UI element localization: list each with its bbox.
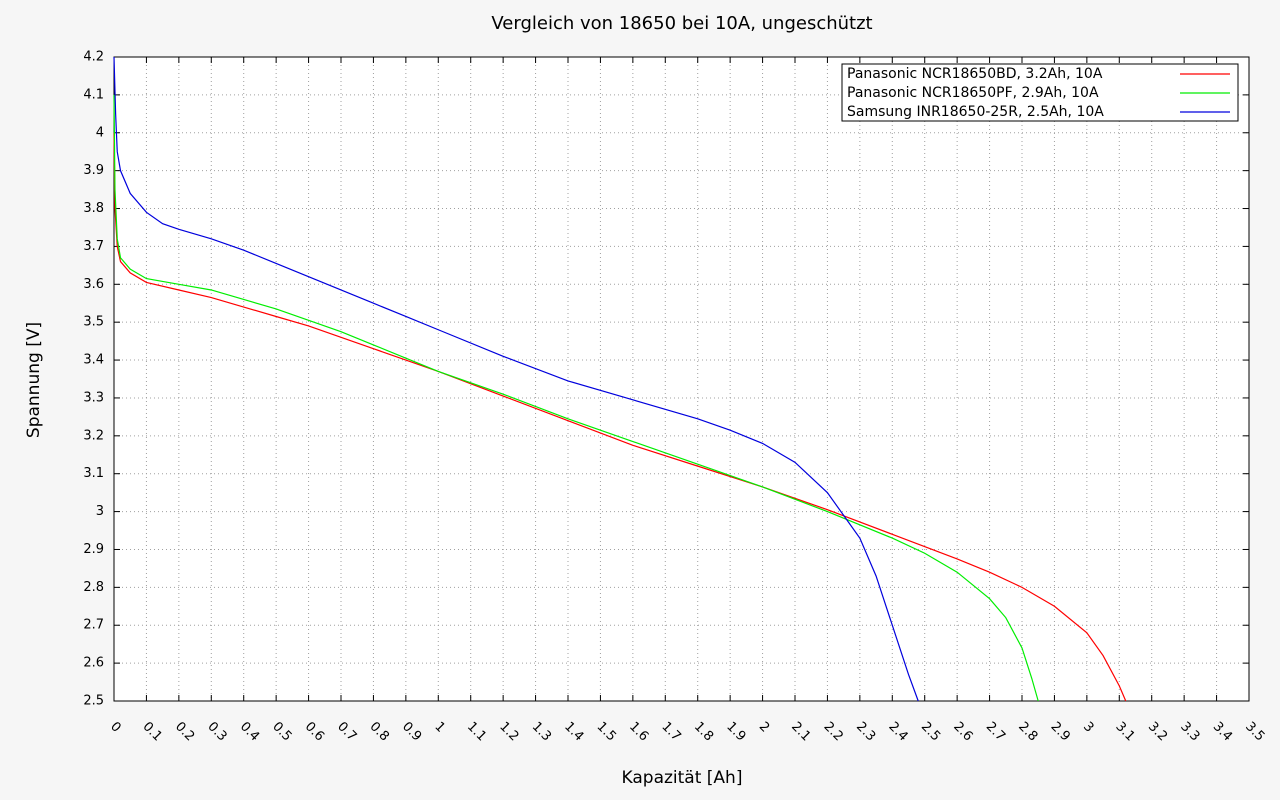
y-axis-label: Spannung [V] <box>24 322 44 438</box>
x-tick-label: 2.2 <box>821 719 846 744</box>
x-tick-label: 1.5 <box>594 719 619 744</box>
x-tick-label: 2.7 <box>983 719 1008 744</box>
y-tick-label: 3.6 <box>83 277 104 292</box>
y-tick-label: 3.8 <box>83 201 104 216</box>
x-tick-label: 3.5 <box>1242 719 1267 744</box>
y-tick-label: 2.5 <box>83 694 104 709</box>
y-tick-label: 3.4 <box>83 353 104 368</box>
x-tick-label: 2.9 <box>1048 719 1073 744</box>
x-tick-label: 3.1 <box>1112 719 1137 744</box>
x-tick-label: 1.9 <box>723 719 748 744</box>
x-tick-label: 1.8 <box>691 719 716 744</box>
x-tick-label: 2.4 <box>885 719 910 744</box>
y-tick-label: 3.9 <box>83 163 104 178</box>
y-tick-label: 2.8 <box>83 580 104 595</box>
chart-title: Vergleich von 18650 bei 10A, ungeschützt <box>491 13 872 34</box>
x-tick-label: 3.3 <box>1177 719 1202 744</box>
x-tick-label: 0.6 <box>302 719 327 744</box>
x-tick-label: 2 <box>756 719 772 735</box>
legend-label: Samsung INR18650-25R, 2.5Ah, 10A <box>847 104 1104 120</box>
x-tick-label: 0.9 <box>399 719 424 744</box>
x-tick-label: 0.2 <box>172 719 197 744</box>
x-tick-label: 2.3 <box>853 719 878 744</box>
x-tick-label: 1.3 <box>529 719 554 744</box>
data-line <box>113 56 919 702</box>
plot-frame <box>113 56 1250 702</box>
x-tick-label: 0.8 <box>367 719 392 744</box>
y-tick-label: 4.1 <box>83 87 104 102</box>
x-tick-label: 1.4 <box>561 719 586 744</box>
x-tick-label: 1.6 <box>626 719 651 744</box>
x-tick-label: 0.7 <box>334 719 359 744</box>
data-line <box>113 132 1127 702</box>
x-tick-label: 0.5 <box>269 719 294 744</box>
y-tick-label: 3.3 <box>83 390 104 405</box>
y-tick-label: 3.7 <box>83 239 104 254</box>
x-tick-label: 1 <box>431 719 447 735</box>
y-tick-label: 2.6 <box>83 656 104 671</box>
x-axis-label: Kapazität [Ah] <box>622 768 743 788</box>
data-line <box>113 94 1039 702</box>
x-tick-label: 3.2 <box>1145 719 1170 744</box>
plot-area <box>114 57 1249 701</box>
x-tick-label: 1.1 <box>464 719 489 744</box>
x-tick-label: 0.4 <box>237 719 262 744</box>
y-tick-label: 3.5 <box>83 315 104 330</box>
x-tick-label: 2.6 <box>950 719 975 744</box>
legend-label: Panasonic NCR18650BD, 3.2Ah, 10A <box>847 66 1103 82</box>
y-tick-label: 2.9 <box>83 542 104 557</box>
x-tick-label: 0.1 <box>140 719 165 744</box>
x-tick-label: 0 <box>107 719 123 735</box>
x-tick-label: 3.4 <box>1210 719 1235 744</box>
x-tick-label: 3 <box>1080 719 1096 735</box>
x-tick-label: 0.3 <box>204 719 229 744</box>
x-tick-label: 2.5 <box>918 719 943 744</box>
y-tick-label: 4.2 <box>83 50 104 65</box>
x-tick-label: 1.7 <box>658 719 683 744</box>
legend-box <box>841 63 1239 122</box>
y-tick-label: 3.2 <box>83 428 104 443</box>
x-tick-label: 2.1 <box>788 719 813 744</box>
legend-label: Panasonic NCR18650PF, 2.9Ah, 10A <box>847 85 1099 101</box>
x-tick-label: 1.2 <box>496 719 521 744</box>
y-tick-label: 4 <box>96 125 104 140</box>
y-tick-label: 3.1 <box>83 466 104 481</box>
y-tick-label: 3 <box>96 504 104 519</box>
x-tick-label: 2.8 <box>1015 719 1040 744</box>
y-tick-label: 2.7 <box>83 618 104 633</box>
